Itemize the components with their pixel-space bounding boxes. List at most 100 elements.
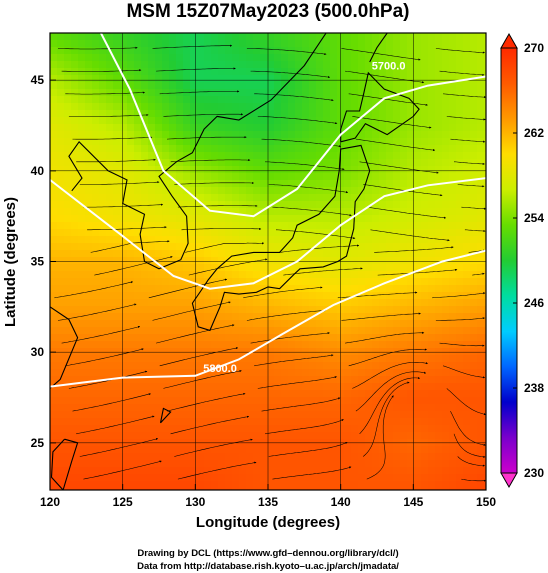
heat-cell [463,33,471,41]
heat-cell [169,341,177,349]
heat-cell [281,236,289,244]
heat-cell [456,488,464,490]
heat-cell [85,481,93,489]
heat-cell [281,187,289,195]
heat-cell [106,383,114,391]
heat-cell [442,229,450,237]
heat-cell [288,320,296,328]
heat-cell [470,103,478,111]
heat-cell [85,229,93,237]
heat-cell [162,299,170,307]
heat-cell [414,201,422,209]
heat-cell [183,75,191,83]
heat-cell [99,474,107,482]
heat-cell [463,306,471,314]
heat-cell [141,264,149,272]
heat-cell [57,355,65,363]
heat-cell [57,425,65,433]
heat-cell [134,446,142,454]
heat-cell [463,96,471,104]
heat-cell [442,40,450,48]
heat-cell [477,327,485,335]
heat-cell [246,40,254,48]
heat-cell [176,257,184,265]
heat-cell [64,425,72,433]
streamline [57,46,138,50]
heat-cell [379,278,387,286]
heat-cell [309,110,317,118]
heat-cell [225,180,233,188]
heat-cell [176,236,184,244]
heat-cell [302,446,310,454]
heat-cell [316,152,324,160]
heat-cell [421,68,429,76]
heat-cell [239,243,247,251]
heat-cell [379,47,387,55]
heat-cell [253,68,261,76]
heat-cell [57,117,65,125]
heat-cell [106,292,114,300]
heat-cell [456,159,464,167]
heat-cell [218,187,226,195]
heat-cell [428,61,436,69]
heat-cell [484,348,486,356]
heat-cell [442,362,450,370]
heat-cell [253,306,261,314]
streamline [439,70,485,76]
heat-cell [197,306,205,314]
heat-cell [400,117,408,125]
heat-cell [141,208,149,216]
heat-cell [99,187,107,195]
heat-cell [204,194,212,202]
heat-cell [351,362,359,370]
heat-cell [99,341,107,349]
heat-cell [372,376,380,384]
heat-cell [106,411,114,419]
heat-cell [232,229,240,237]
heat-cell [218,145,226,153]
heat-cell [435,152,443,160]
heat-cell [442,110,450,118]
heat-cell [239,152,247,160]
heat-cell [309,327,317,335]
heat-cell [155,145,163,153]
heat-cell [71,362,79,370]
heat-cell [484,117,486,125]
heat-cell [71,320,79,328]
heat-cell [428,138,436,146]
heat-cell [463,467,471,475]
heat-cell [148,306,156,314]
colorbar-tick-label: 230 [524,466,544,480]
heat-cell [183,432,191,440]
heat-cell [204,362,212,370]
heat-cell [197,110,205,118]
heat-cell [141,299,149,307]
streamline [344,70,425,84]
heat-cell [400,334,408,342]
heat-cell [120,488,128,490]
heat-cell [141,397,149,405]
heat-cell [365,432,373,440]
heat-cell [421,33,429,41]
heat-cell [246,271,254,279]
heat-cell [365,159,373,167]
heat-cell [351,236,359,244]
heat-cell [64,481,72,489]
heat-cell [351,131,359,139]
heat-cell [113,467,121,475]
heat-cell [456,418,464,426]
heat-cell [246,145,254,153]
heat-cell [155,390,163,398]
heat-cell [330,145,338,153]
heat-cell [309,89,317,97]
heat-cell [232,166,240,174]
heat-cell [260,467,268,475]
heat-cell [400,131,408,139]
heat-cell [134,474,142,482]
heat-cell [246,180,254,188]
heat-cell [330,187,338,195]
heat-cell [421,131,429,139]
heat-cell [407,187,415,195]
heat-cell [288,82,296,90]
heat-cell [309,201,317,209]
